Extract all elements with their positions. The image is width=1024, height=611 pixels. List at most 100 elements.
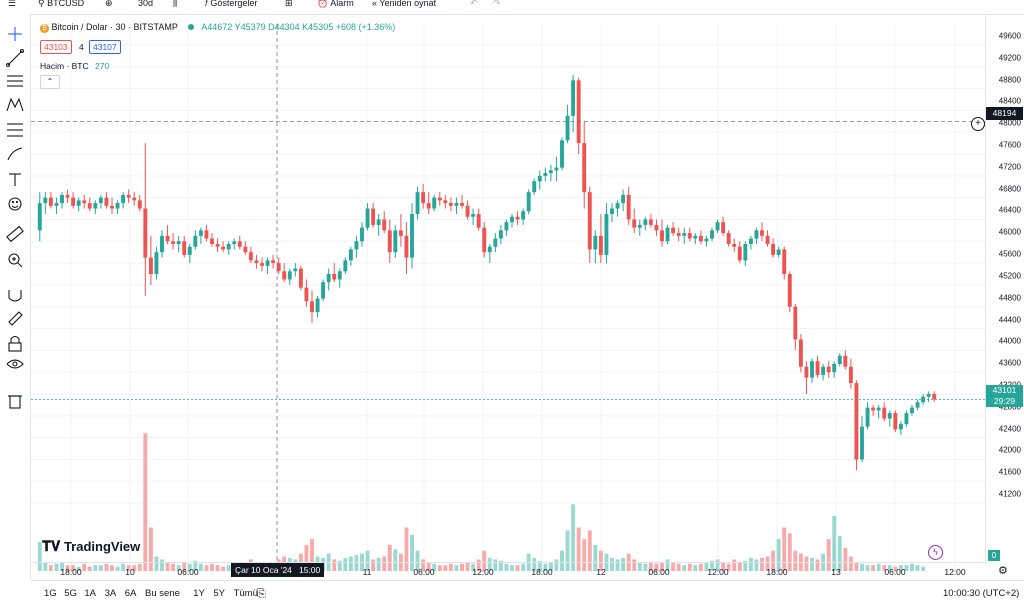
volume-bar bbox=[371, 559, 376, 571]
magnet-icon[interactable] bbox=[8, 290, 22, 302]
candle-up bbox=[910, 407, 914, 414]
candle-up bbox=[115, 203, 120, 209]
candle-up bbox=[187, 246, 192, 255]
date-range-calendar-icon[interactable]: ⎘ bbox=[257, 588, 266, 600]
volume-zero-label: 0 bbox=[988, 550, 1000, 561]
redo-icon[interactable]: ↷ bbox=[493, 0, 501, 8]
candle-down bbox=[654, 224, 659, 231]
candle-up bbox=[860, 426, 864, 460]
volume-bar bbox=[310, 539, 314, 571]
volume-bar bbox=[715, 559, 720, 571]
price-tick-label: 49600 bbox=[998, 31, 1021, 41]
tradingview-logo[interactable]: 𝐓𝐕 TradingView bbox=[42, 538, 140, 555]
candle-up bbox=[226, 244, 231, 250]
volume-bar bbox=[82, 563, 87, 571]
candle-up bbox=[348, 249, 353, 261]
candle-down bbox=[215, 244, 220, 247]
time-tick-label: 18:00 bbox=[531, 567, 553, 577]
price-tick-label: 42400 bbox=[998, 424, 1021, 434]
symbol-title[interactable]: Bitcoin / Dolar · 30 · BITSTAMP bbox=[51, 22, 178, 32]
brush-icon[interactable] bbox=[7, 147, 23, 161]
lightning-icon[interactable]: ϟ bbox=[928, 545, 943, 560]
volume-bar bbox=[704, 562, 709, 571]
symbol-label: BTCUSD bbox=[47, 0, 85, 8]
candlestick-chart[interactable] bbox=[31, 15, 985, 580]
volume-bar bbox=[882, 565, 887, 571]
volume-bar bbox=[776, 539, 781, 571]
ohlc-values: A44672 Y45379 D44304 K45305 +608 (+1.36%… bbox=[201, 22, 396, 32]
volume-bar bbox=[365, 550, 370, 571]
volume-bar bbox=[437, 565, 442, 571]
time-tick-label: 12:00 bbox=[944, 567, 966, 577]
indicators-button[interactable]: 𝑓 Göstergeler bbox=[205, 0, 257, 10]
fib-retracement-icon[interactable] bbox=[7, 75, 23, 87]
add-alert-icon[interactable]: + bbox=[971, 117, 985, 131]
candle-down bbox=[760, 230, 764, 236]
pattern-icon[interactable] bbox=[6, 97, 24, 112]
zoom-icon[interactable] bbox=[8, 253, 23, 268]
time-tick-label: 06:00 bbox=[413, 567, 435, 577]
candle-down bbox=[482, 227, 487, 253]
volume-bar bbox=[54, 563, 59, 571]
alarm-button[interactable]: ⏰ Alarm bbox=[317, 0, 354, 10]
interval-button[interactable]: 30d bbox=[138, 0, 154, 8]
layouts-icon[interactable]: ⊞ bbox=[285, 0, 293, 8]
candle-down bbox=[582, 143, 587, 193]
range-button[interactable]: 1G bbox=[44, 588, 57, 599]
price-axis[interactable]: 49600 49200 48800 48400 48000 47600 47200 46800… bbox=[985, 15, 1024, 565]
indicators-label: Göstergeler bbox=[210, 0, 258, 8]
crosshair-icon[interactable] bbox=[8, 27, 22, 41]
candle-up bbox=[376, 219, 381, 225]
buy-price-button[interactable]: 43107 bbox=[89, 40, 121, 54]
candle-down bbox=[798, 339, 803, 367]
eye-icon[interactable] bbox=[6, 359, 24, 369]
symbol-search[interactable]: ⚲ BTCUSD bbox=[38, 0, 84, 10]
collapse-legend-button[interactable]: ⌃ bbox=[40, 75, 60, 89]
time-tick-label: 06:00 bbox=[177, 567, 199, 577]
add-symbol-icon[interactable]: ⊕ bbox=[105, 0, 113, 8]
menu-icon[interactable]: ☰ bbox=[8, 0, 17, 8]
price-candles bbox=[37, 74, 937, 471]
range-button[interactable]: Bu sene bbox=[145, 588, 180, 599]
candle-up bbox=[287, 271, 292, 280]
price-tick-label: 45600 bbox=[998, 249, 1021, 259]
lock-icon[interactable] bbox=[8, 335, 22, 352]
clock-timezone[interactable]: 10:00:30 (UTC+2) bbox=[943, 588, 1020, 599]
candle-up bbox=[904, 413, 909, 424]
candle-up bbox=[193, 235, 198, 247]
range-button[interactable]: 5Y bbox=[213, 588, 226, 599]
replay-button[interactable]: « Yeniden oynat bbox=[372, 0, 436, 10]
time-axis[interactable]: 18:00 10 06:00 11 06:00 12:00 18:00 12 06:00 12:0… bbox=[31, 562, 985, 581]
range-button[interactable]: 3A bbox=[104, 588, 117, 599]
candle-down bbox=[382, 219, 387, 231]
forecast-icon[interactable] bbox=[7, 123, 23, 137]
candle-up bbox=[393, 230, 398, 253]
range-button[interactable]: 1Y bbox=[193, 588, 205, 599]
candle-up bbox=[93, 203, 98, 209]
price-tick-label: 41600 bbox=[998, 467, 1021, 477]
candle-up bbox=[365, 208, 370, 228]
range-button[interactable]: 5G bbox=[64, 588, 77, 599]
trendline-icon[interactable] bbox=[5, 48, 25, 68]
volume-bar bbox=[660, 562, 664, 571]
candle-down bbox=[387, 230, 392, 253]
range-button[interactable]: 6A bbox=[124, 588, 137, 599]
range-button[interactable]: Tümü bbox=[233, 588, 258, 599]
price-tick-label: 45200 bbox=[998, 271, 1021, 281]
text-icon[interactable] bbox=[9, 173, 21, 186]
range-button[interactable]: 1A bbox=[84, 588, 97, 599]
sell-price-button[interactable]: 43103 bbox=[40, 40, 72, 54]
settings-gear-icon[interactable]: ⚙ bbox=[998, 565, 1008, 577]
volume-bar bbox=[148, 527, 153, 571]
trash-icon[interactable] bbox=[8, 395, 22, 409]
lock-drawings-icon[interactable] bbox=[8, 311, 23, 326]
tradingview-logo-icon: 𝐓𝐕 bbox=[42, 538, 61, 554]
candle-up bbox=[832, 364, 837, 373]
ruler-icon[interactable] bbox=[6, 225, 24, 243]
emoji-icon[interactable] bbox=[8, 197, 22, 211]
candle-type-icon[interactable]: ⫼ bbox=[173, 0, 178, 8]
volume-bar bbox=[204, 565, 209, 571]
undo-icon[interactable]: ↶ bbox=[470, 0, 478, 8]
candle-up bbox=[621, 194, 626, 204]
volume-bar bbox=[343, 557, 348, 571]
